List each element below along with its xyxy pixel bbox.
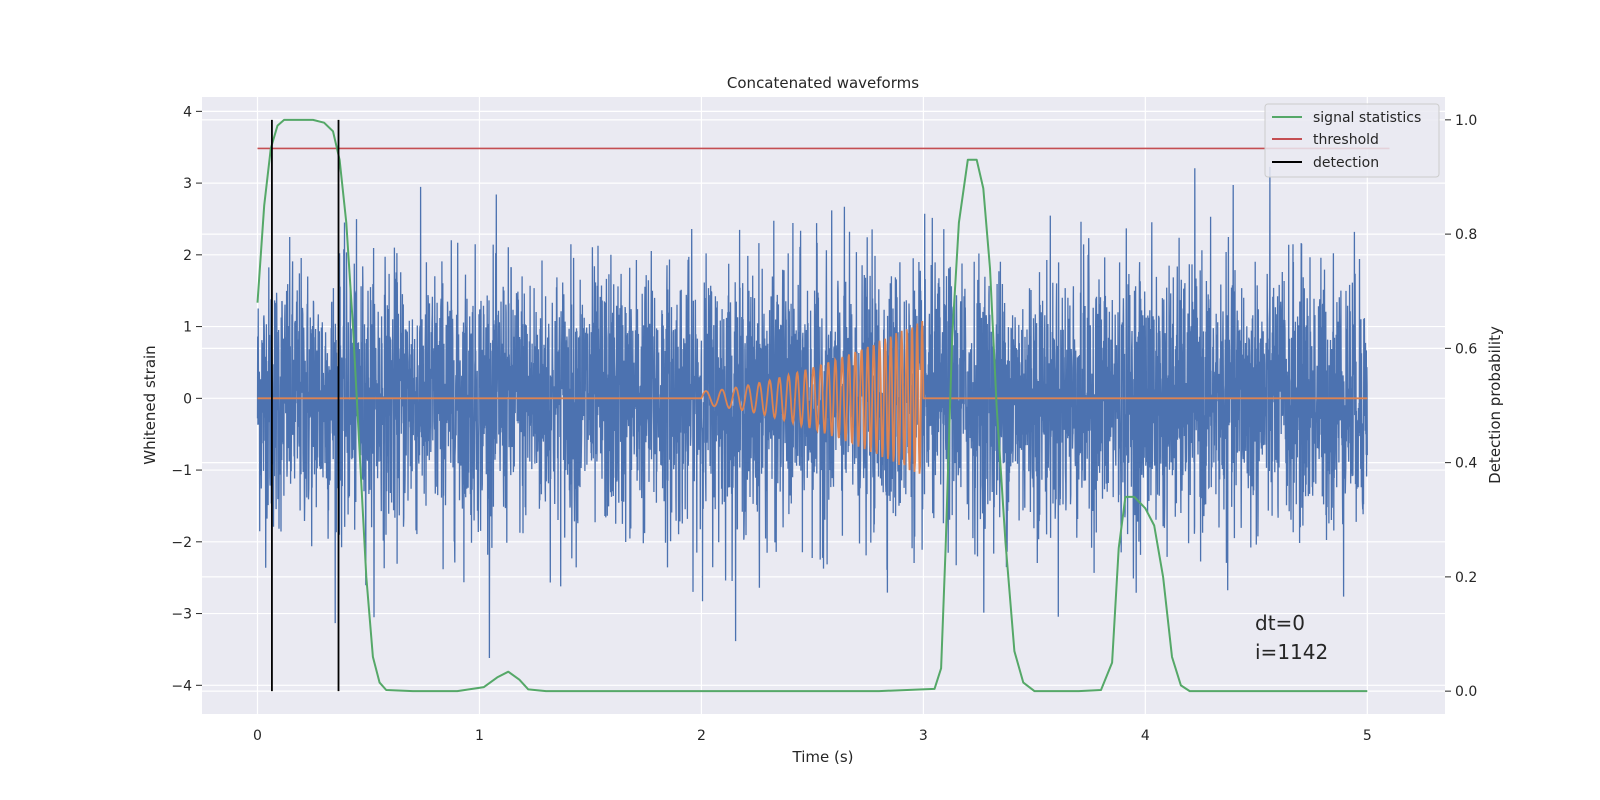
y2-tick-label: 0.4	[1455, 456, 1477, 472]
y-tick-label: −2	[171, 535, 192, 551]
y-tick-label: 2	[183, 248, 192, 264]
legend: signal statistics threshold detection	[1264, 103, 1440, 178]
x-tick-label: 3	[919, 728, 928, 744]
chart-title: Concatenated waveforms	[727, 74, 919, 92]
left-axis-ticks: −4 −3 −2 −1 0 1 2 3 4	[171, 104, 202, 694]
legend-label-threshold: threshold	[1313, 132, 1379, 148]
annotation-index: i=1142	[1255, 640, 1328, 664]
y-tick-label: −4	[171, 678, 192, 694]
legend-label-detection: detection	[1313, 155, 1379, 171]
x-tick-label: 5	[1363, 728, 1372, 744]
series-layer	[256, 118, 1390, 693]
y-axis-label: Whitened strain	[141, 345, 159, 464]
legend-box	[1264, 103, 1440, 178]
x-axis-label: Time (s)	[792, 748, 854, 766]
y2-tick-label: 0.8	[1455, 227, 1477, 243]
y-tick-label: 4	[183, 104, 192, 120]
annotation-dt: dt=0	[1255, 611, 1305, 635]
right-axis-ticks: 0.0 0.2 0.4 0.6 0.8 1.0	[1445, 113, 1477, 700]
x-tick-label: 0	[253, 728, 262, 744]
series-signal-statistics	[256, 118, 1368, 693]
y-tick-label: 0	[183, 391, 192, 407]
x-tick-label: 4	[1141, 728, 1150, 744]
legend-label-signal-statistics: signal statistics	[1313, 110, 1421, 126]
bottom-axis-ticks: 0 1 2 3 4 5	[253, 728, 1372, 744]
y2-axis-label: Detection probability	[1486, 326, 1504, 484]
y2-tick-label: 0.2	[1455, 570, 1477, 586]
y2-tick-label: 0.6	[1455, 341, 1477, 357]
x-tick-label: 1	[475, 728, 484, 744]
series-injected-template	[257, 320, 1368, 474]
y-tick-label: 1	[183, 320, 192, 336]
y-tick-label: −3	[171, 607, 192, 623]
y-tick-label: 3	[183, 176, 192, 192]
y2-tick-label: 1.0	[1455, 113, 1477, 129]
y-tick-label: −1	[171, 463, 192, 479]
x-tick-label: 2	[697, 728, 706, 744]
y2-tick-label: 0.0	[1455, 684, 1477, 700]
